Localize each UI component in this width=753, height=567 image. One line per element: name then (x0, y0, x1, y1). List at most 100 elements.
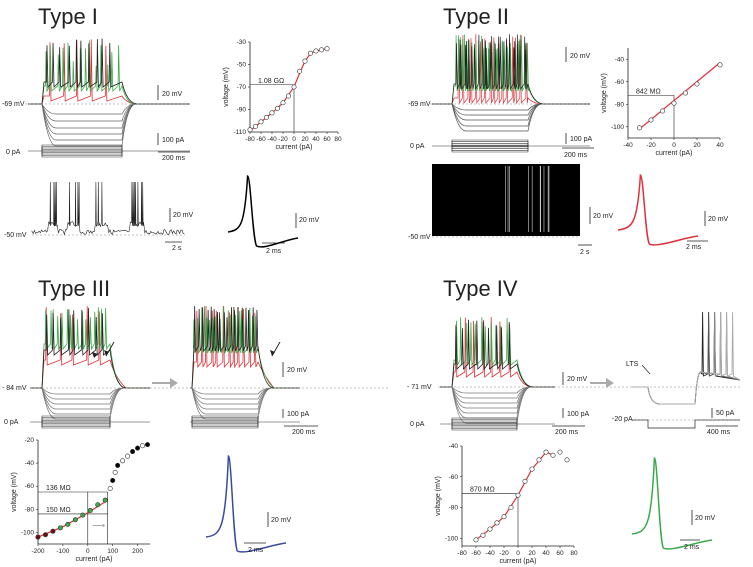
lts-trace (632, 311, 741, 405)
type-iii-zero-label: 0 pA (4, 419, 19, 426)
data-point (536, 457, 542, 463)
y-tick-label: -100 (611, 124, 624, 131)
type-i-scale-ms: 200 ms (162, 155, 185, 162)
data-point (682, 90, 688, 96)
x-tick-label: 60 (323, 136, 331, 143)
data-point (253, 123, 259, 129)
type-ii-spont-scale-mv: 20 mV (593, 213, 614, 220)
x-tick-label: -80 (457, 550, 467, 557)
data-point (564, 457, 570, 463)
spike-trace (30, 307, 150, 389)
y-tick-label: -70 (237, 84, 247, 91)
lts-label: LTS (626, 361, 639, 368)
type-iii-scale-pa: 100 pA (287, 411, 310, 418)
data-point (550, 452, 556, 458)
type-iv-current-steps (440, 417, 555, 431)
spike-trace (30, 306, 150, 389)
spike-trace (440, 316, 555, 388)
type-ii-scale-pa: 100 pA (570, 136, 593, 143)
y-tick-label: -100 (445, 535, 458, 542)
y-tick-label: -80 (25, 506, 35, 513)
y-tick-label: -80 (449, 505, 459, 512)
type-ii-current-steps (432, 139, 590, 153)
y-tick-label: -30 (237, 39, 247, 46)
x-tick-label: -20 (278, 136, 288, 143)
type-iv-rest-label: - 71 mV (407, 384, 432, 391)
resistance-label: 136 MΩ (46, 485, 71, 492)
data-point (125, 453, 131, 459)
spike-trace (190, 305, 300, 389)
x-tick-label: -40 (485, 550, 495, 557)
x-tick-label: 80 (334, 136, 342, 143)
x-tick-label: 0 (86, 548, 90, 555)
x-tick-label: -20 (499, 550, 509, 557)
data-point (313, 48, 319, 54)
y-tick-label: -90 (237, 107, 247, 114)
data-point (95, 502, 101, 508)
x-tick-label: 200 (132, 548, 143, 555)
panel-title-type-ii: Type II (443, 4, 509, 29)
data-point (35, 534, 41, 540)
type-ii-ap-scale-ms: 2 ms (686, 244, 702, 251)
data-point (57, 525, 63, 531)
type-ii-spont-scale-s: 2 s (580, 249, 590, 256)
data-point (50, 528, 56, 534)
x-tick-label: 0 (516, 550, 520, 557)
data-point (508, 505, 514, 511)
type-i-zero-label: 0 pA (6, 149, 21, 156)
x-tick-label: 40 (312, 136, 320, 143)
type-iii-current-clamp-traces-left (30, 306, 150, 420)
type-i-current-steps (28, 144, 190, 158)
y-axis-label: voltage (mV) (223, 67, 230, 107)
type-i-spontaneous-trace (31, 181, 185, 236)
fit-line (249, 48, 328, 132)
type-i-spont-scale-mv: 20 mV (173, 212, 194, 219)
x-tick-label: -40 (267, 136, 277, 143)
data-point (318, 47, 324, 53)
data-point (648, 117, 654, 123)
data-point (291, 84, 297, 90)
spike-trace (432, 34, 590, 105)
type-iv-scale-pa: 100 pA (567, 411, 590, 418)
type-iv-scale-mv: 20 mV (567, 376, 588, 383)
fit-line (475, 451, 554, 541)
type-ii-ap-scale-mv: 20 mV (708, 216, 729, 223)
panel-title-type-i: Type I (38, 4, 98, 29)
data-point (258, 119, 264, 125)
resistance-label: 1.08 GΩ (258, 78, 284, 85)
data-point (274, 105, 280, 111)
data-point (307, 50, 313, 56)
data-point (557, 449, 563, 455)
data-point (659, 108, 665, 114)
type-iii-scale-ms: 200 ms (292, 429, 315, 436)
type-ii-scale-mv: 20 mV (570, 53, 591, 60)
x-tick-label: -60 (256, 136, 266, 143)
x-tick-label: 0 (292, 136, 296, 143)
data-point (529, 466, 535, 472)
y-tick-label: -60 (615, 79, 625, 86)
spike-trace (28, 40, 190, 105)
resistance-label: 842 MΩ (636, 88, 661, 95)
x-axis-label: current (pA) (656, 150, 693, 157)
data-point (145, 442, 151, 448)
x-tick-label: -60 (471, 550, 481, 557)
x-tick-label: 0 (672, 142, 676, 149)
type-ii-action-potential (617, 174, 699, 246)
data-point (115, 462, 121, 468)
data-point (112, 469, 118, 475)
data-point (102, 497, 108, 503)
data-point (120, 458, 126, 464)
type-iv-iv-plot: -80 -60 -40 -20 0 20 40 60 80 -100 -80 -60 -40 curren… (435, 443, 578, 565)
y-tick-label: -40 (449, 443, 459, 450)
y-tick-label: -20 (25, 437, 35, 444)
y-tick-label: -60 (25, 483, 35, 490)
type-iii-ap-scale-mv: 20 mV (271, 517, 292, 524)
resistance-label: 150 MΩ (46, 507, 71, 514)
type-i-spont-scale-s: 2 s (172, 245, 182, 252)
data-point (522, 478, 528, 484)
type-i-current-clamp-traces (25, 38, 190, 147)
type-ii-scale-ms: 200 ms (564, 152, 587, 159)
y-tick-label: -50 (237, 62, 247, 69)
data-point (302, 58, 308, 64)
